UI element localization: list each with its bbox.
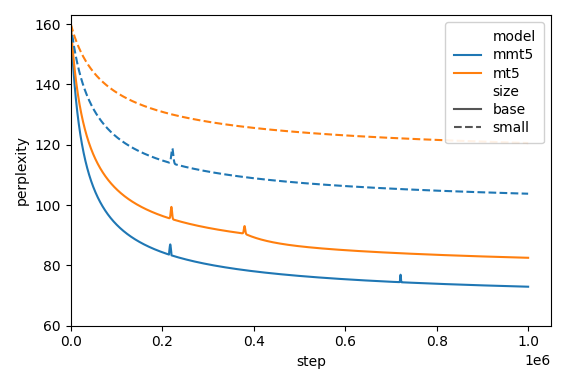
Y-axis label: perplexity: perplexity	[15, 136, 29, 205]
Legend: model, mmt5, mt5, size, base, small: model, mmt5, mt5, size, base, small	[445, 22, 544, 144]
X-axis label: step: step	[296, 355, 326, 369]
